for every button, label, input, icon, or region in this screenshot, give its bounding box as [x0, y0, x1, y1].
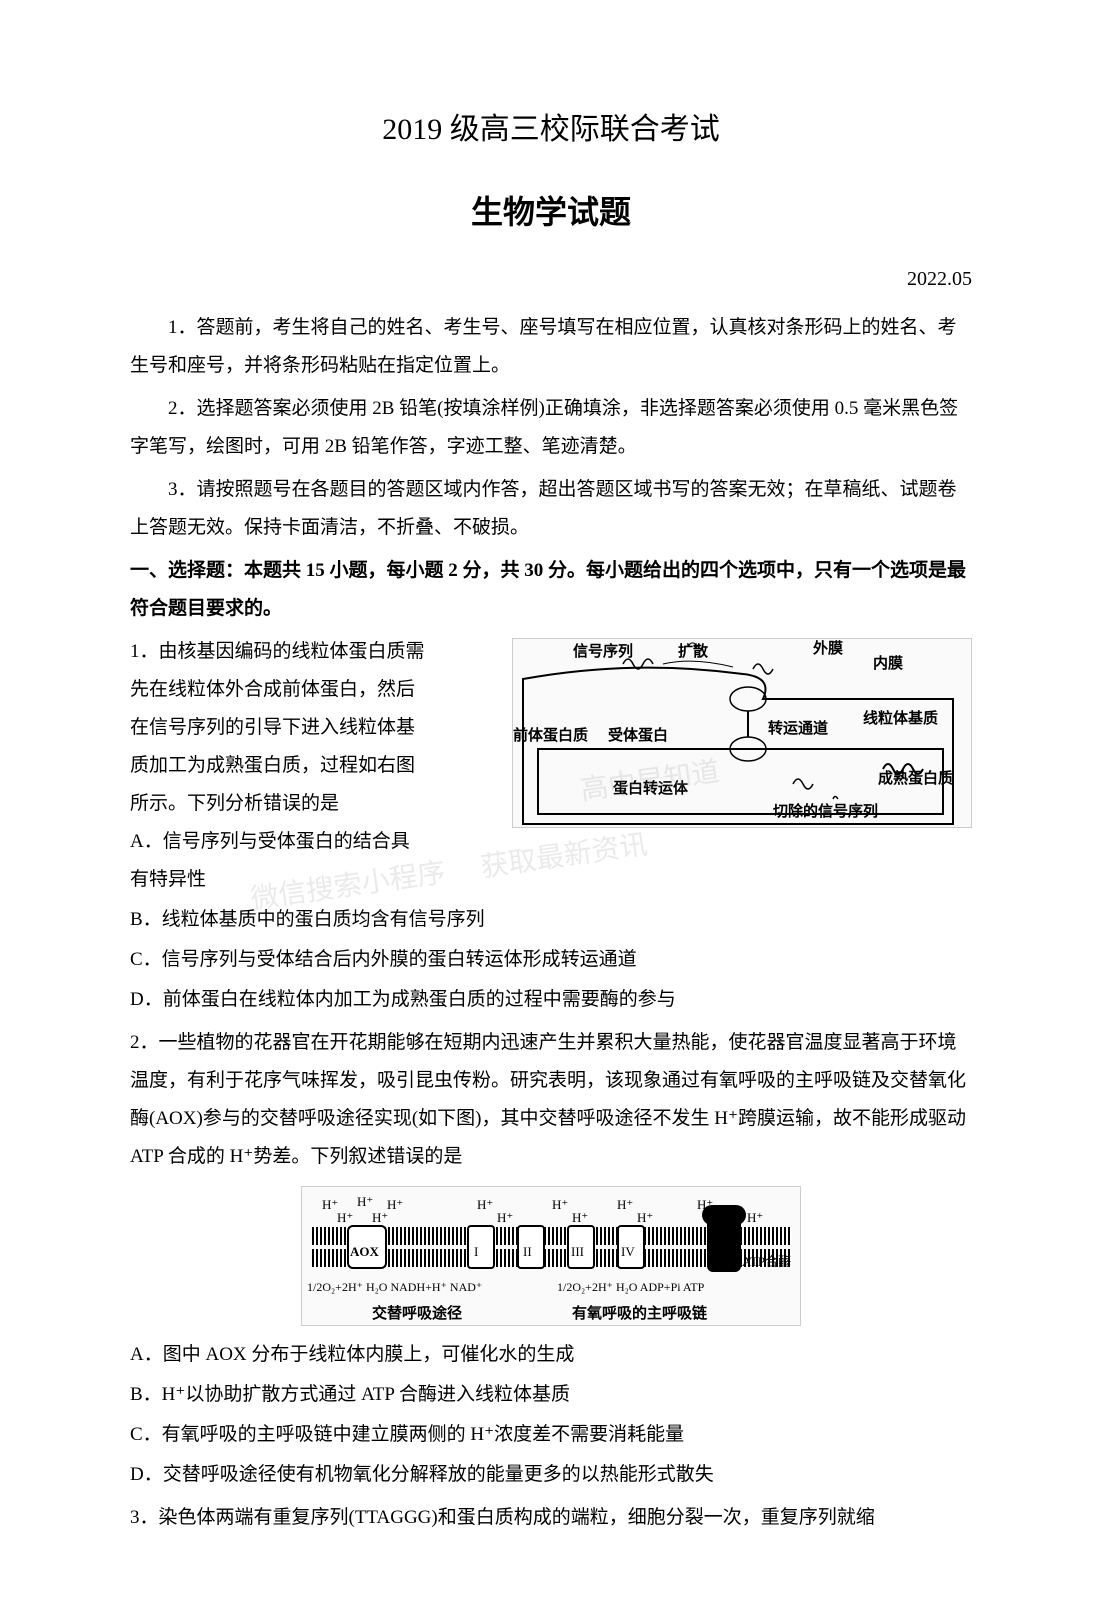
q1-figure: ↷ 信号序列 扩散 外膜 内膜 前体蛋白质 受体蛋白 转运通道 线粒体基质 蛋白… — [512, 638, 972, 828]
fig1-label-cleaved: 切除的信号序列 — [773, 797, 878, 827]
q2-option-d: D．交替呼吸途径使有机物氧化分解释放的能量更多的以热能形式散失 — [130, 1456, 972, 1494]
instruction-1: 1．答题前，考生将自己的姓名、考生号、座号填写在相应位置，认真核对条形码上的姓名… — [130, 309, 972, 385]
q2-stem: 2．一些植物的花器官在开花期能够在短期内迅速产生并累积大量热能，使花器官温度显著… — [130, 1024, 972, 1176]
fig2-h-top8: H⁺ — [552, 1192, 568, 1218]
q3-stem: 3．染色体两端有重复序列(TTAGGG)和蛋白质构成的端粒，细胞分裂一次，重复序… — [130, 1499, 972, 1537]
q1-stem-line1: 1．由核基因编码的线粒体蛋白质需 — [130, 633, 470, 671]
instruction-3: 3．请按照题号在各题目的答题区域内作答，超出答题区域书写的答案无效；在草稿纸、试… — [130, 471, 972, 547]
exam-date: 2022.05 — [130, 259, 972, 299]
main-title: 2019 级高三校际联合考试 — [130, 100, 972, 160]
section-title: 一、选择题：本题共 15 小题，每小题 2 分，共 30 分。每小题给出的四个选… — [130, 552, 972, 628]
fig1-label-receptor: 受体蛋白 — [608, 721, 668, 751]
q2-option-a: A．图中 AOX 分布于线粒体内膜上，可催化水的生成 — [130, 1336, 972, 1374]
question-3: 3．染色体两端有重复序列(TTAGGG)和蛋白质构成的端粒，细胞分裂一次，重复序… — [130, 1499, 972, 1537]
fig1-label-precursor: 前体蛋白质 — [513, 721, 588, 751]
fig2-right-eq: 1/2O₂+2H⁺ H₂O ADP+Pi ATP — [557, 1275, 704, 1299]
fig1-label-mature: 成熟蛋白质 — [878, 764, 953, 794]
fig1-label-signal: 信号序列 — [573, 637, 633, 667]
fig1-label-diffuse: 扩散 — [678, 637, 708, 667]
q1-optA-line1: A．信号序列与受体蛋白的结合具 — [130, 823, 470, 861]
instruction-2: 2．选择题答案必须使用 2B 铅笔(按填涂样例)正确填涂，非选择题答案必须使用 … — [130, 390, 972, 466]
fig1-label-outer: 外膜 — [813, 634, 843, 664]
fig1-label-inner: 内膜 — [873, 649, 903, 679]
fig2-left-eq: 1/2O₂+2H⁺ H₂O NADH+H⁺ NAD⁺ — [307, 1275, 482, 1299]
fig2-h-top6: H⁺ — [477, 1192, 493, 1218]
fig2-alt: 交替呼吸途径 — [372, 1299, 462, 1329]
question-2: 2．一些植物的花器官在开花期能够在短期内迅速产生并累积大量热能，使花器官温度显著… — [130, 1024, 972, 1494]
q1-option-b: B．线粒体基质中的蛋白质均含有信号序列 — [130, 901, 972, 939]
fig2-h-top3: H⁺ — [387, 1192, 403, 1218]
q1-stem-line4: 质加工为成熟蛋白质，过程如右图 — [130, 747, 470, 785]
fig1-label-transporter: 蛋白转运体 — [613, 774, 688, 804]
fig1-label-matrix: 线粒体基质 — [863, 704, 938, 734]
fig2-aox: AOX — [350, 1239, 379, 1265]
q1-optA-line2: 有特异性 — [130, 861, 972, 899]
fig2-h-top2: H⁺ — [357, 1189, 373, 1215]
fig2-atp-synthase: ATP合酶 — [742, 1249, 791, 1275]
fig2-h-top7: H⁺ — [497, 1205, 513, 1231]
q1-stem-line3: 在信号序列的引导下进入线粒体基 — [130, 709, 470, 747]
fig1-label-channel: 转运通道 — [768, 714, 828, 744]
q1-option-c: C．信号序列与受体结合后内外膜的蛋白转运体形成转运通道 — [130, 941, 972, 979]
question-1: ↷ 信号序列 扩散 外膜 内膜 前体蛋白质 受体蛋白 转运通道 线粒体基质 蛋白… — [130, 633, 972, 1019]
fig2-main: 有氧呼吸的主呼吸链 — [572, 1299, 707, 1329]
q1-stem-line2: 先在线粒体外合成前体蛋白，然后 — [130, 671, 470, 709]
q1-stem-line5: 所示。下列分析错误的是 — [130, 785, 470, 823]
fig2-h-top13: H⁺ — [747, 1205, 763, 1231]
fig2-h-top10: H⁺ — [617, 1192, 633, 1218]
sub-title: 生物学试题 — [130, 180, 972, 244]
fig2-h-top1: H⁺ — [322, 1192, 338, 1218]
q2-option-c: C．有氧呼吸的主呼吸链中建立膜两侧的 H⁺浓度差不需要消耗能量 — [130, 1416, 972, 1454]
q1-option-d: D．前体蛋白在线粒体内加工为成熟蛋白质的过程中需要酶的参与 — [130, 981, 972, 1019]
q2-option-b: B．H⁺以协助扩散方式通过 ATP 合酶进入线粒体基质 — [130, 1376, 972, 1414]
q2-figure: H⁺ H⁺ H⁺ H⁺ H⁺ H⁺ H⁺ H⁺ H⁺ H⁺ H⁺ H⁺ H⁺ A… — [301, 1186, 801, 1326]
